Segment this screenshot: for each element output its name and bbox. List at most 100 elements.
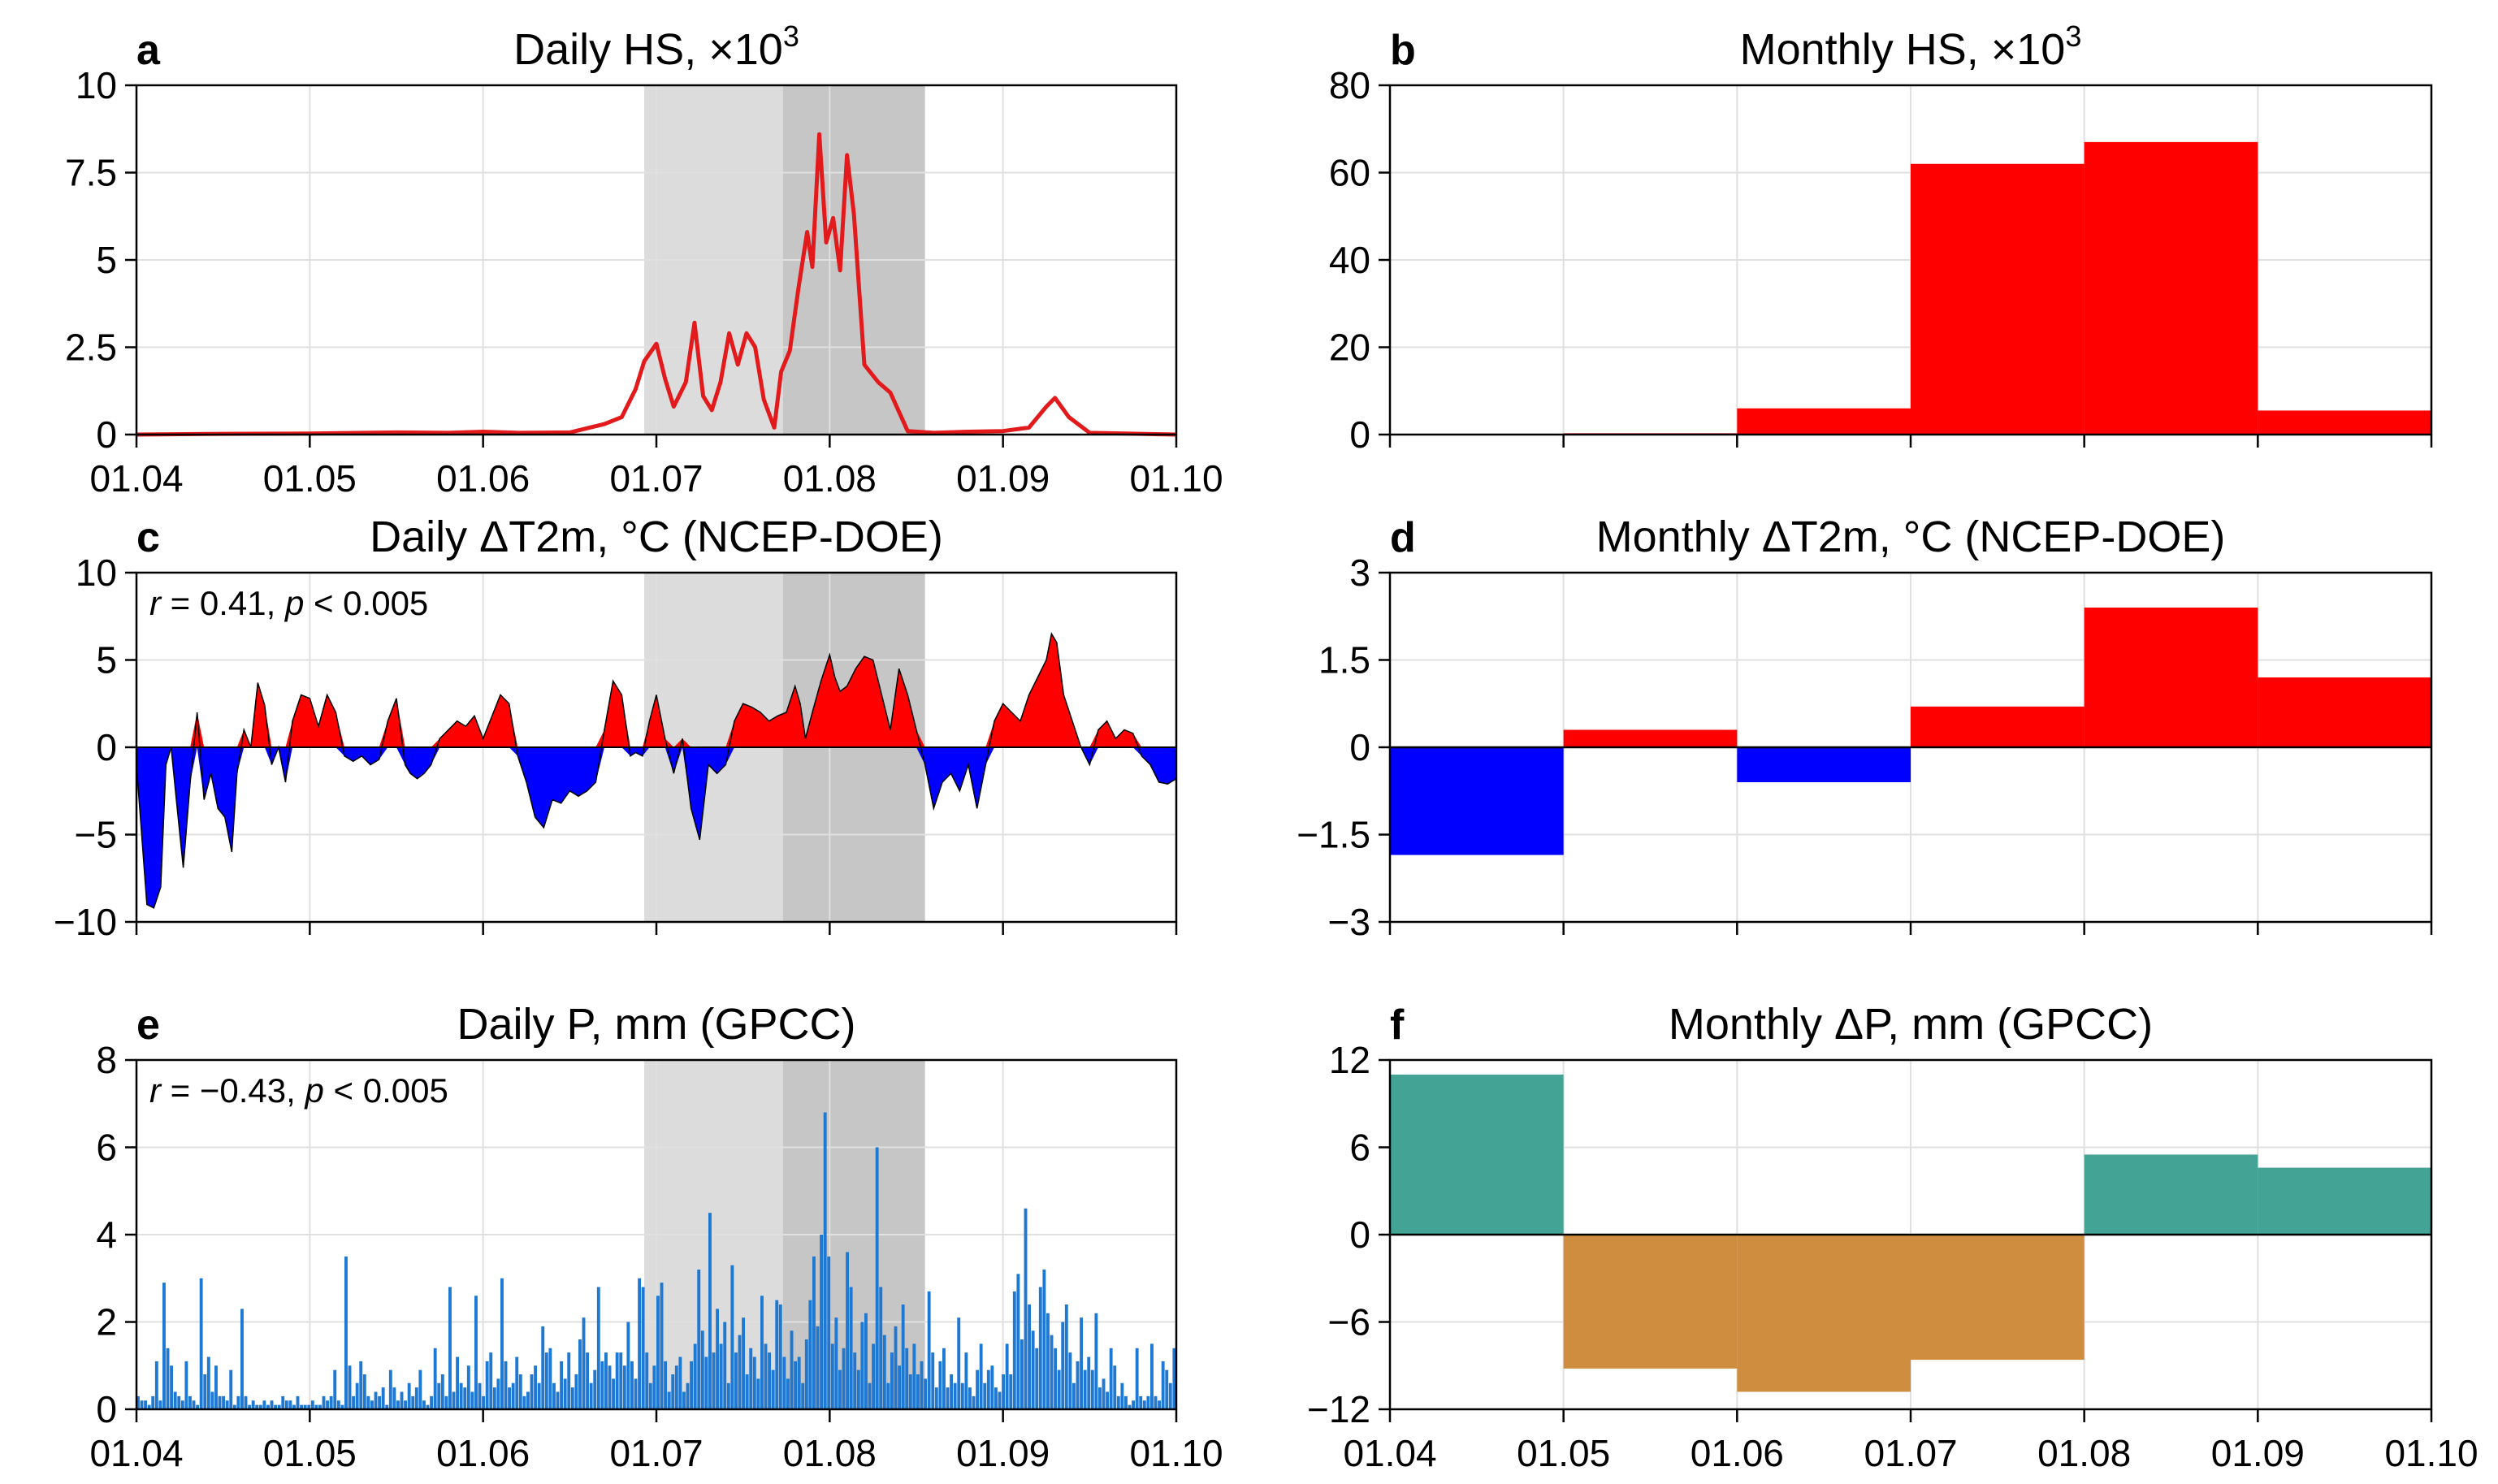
precip-bar (336, 1400, 340, 1409)
precip-bar (1139, 1395, 1143, 1409)
precip-bar (262, 1400, 266, 1409)
precip-bar (1168, 1382, 1172, 1409)
panel-label: f (1390, 1002, 1405, 1049)
panel-c: −10 −5 0 5 10 c Daily ΔT2m, °C (NCEP-DOE) r = 0… (54, 513, 1178, 943)
precip-bar (838, 1369, 842, 1409)
precip-bar (359, 1361, 363, 1409)
panel-b: 0 20 40 60 80 b Monthly HS, ×103 (1329, 19, 2433, 456)
precip-bar (946, 1387, 950, 1409)
precip-bar (905, 1348, 909, 1409)
panel-label: a (136, 27, 161, 74)
monthly-bar (1911, 163, 2085, 435)
precip-bar (180, 1400, 184, 1409)
precip-bar (218, 1395, 222, 1409)
y-tick-label: 0 (1349, 726, 1370, 768)
y-tick-label: 0 (1349, 1214, 1370, 1256)
precip-bar (574, 1374, 578, 1409)
precip-bar (938, 1361, 942, 1409)
precip-bar (738, 1335, 742, 1409)
precip-bar (942, 1348, 946, 1409)
precip-bar (760, 1296, 764, 1409)
x-tick-label: 01.10 (1129, 1432, 1223, 1474)
precip-bar (515, 1356, 519, 1409)
precip-bar (630, 1361, 634, 1409)
precip-bar (782, 1356, 786, 1409)
y-tick-label: 60 (1329, 152, 1370, 194)
precip-bar (804, 1339, 808, 1409)
precip-bar (392, 1387, 396, 1409)
precip-bar (277, 1404, 281, 1409)
precip-bar (830, 1343, 834, 1409)
correlation-annotation: r = −0.43, p < 0.005 (149, 1071, 448, 1110)
panel-title-text: Monthly HS, ×10 (1740, 25, 2066, 74)
precip-bar (426, 1404, 430, 1409)
precip-bar (1172, 1348, 1176, 1409)
precip-bar (697, 1270, 701, 1409)
precip-bar (622, 1365, 626, 1409)
precip-bar (404, 1400, 408, 1409)
precip-bar (236, 1395, 240, 1409)
precip-bar (1142, 1400, 1146, 1409)
precip-bar (719, 1343, 723, 1409)
x-tick-label: 01.08 (2037, 1432, 2131, 1474)
precip-bar (901, 1304, 905, 1409)
precip-bar (860, 1322, 864, 1409)
precip-bar (222, 1395, 226, 1409)
y-tick-label: −3 (1328, 901, 1370, 943)
precip-bar (1150, 1343, 1154, 1409)
precip-bar (1054, 1348, 1058, 1409)
precip-bar (827, 1256, 831, 1409)
precip-bar (340, 1404, 344, 1409)
panel-a: 0 2.5 5 7.5 10 01.04 01.05 01.06 01.07 01.08 01.09… (65, 19, 1223, 500)
precip-bar (310, 1400, 314, 1409)
precip-bar (173, 1391, 177, 1409)
precip-bar (478, 1382, 482, 1409)
monthly-bar (2084, 608, 2258, 747)
precip-bar (641, 1287, 645, 1409)
y-tick-label: 0 (1349, 413, 1370, 456)
precip-bar (1154, 1395, 1158, 1409)
precip-bar (333, 1369, 337, 1409)
y-tick-label: 2.5 (65, 327, 117, 369)
precip-bar (370, 1400, 374, 1409)
monthly-bar (2084, 1154, 2258, 1235)
annotation-part: r (149, 1071, 162, 1110)
precip-bar (1113, 1365, 1117, 1409)
precip-bar (612, 1378, 616, 1409)
precip-bar (808, 1300, 812, 1409)
precip-bar (355, 1382, 359, 1409)
precip-bar (682, 1391, 686, 1409)
panel-e: 0 2 4 6 8 01.04 01.05 01.06 01.07 01.08 01.09 01.10… (89, 1000, 1223, 1474)
precip-bar (300, 1404, 304, 1409)
precip-bar (1132, 1400, 1136, 1409)
precip-bar (704, 1356, 708, 1409)
precip-bar (281, 1395, 285, 1409)
panel-title: Daily P, mm (GPCC) (457, 1000, 855, 1049)
precip-bar (177, 1395, 181, 1409)
precip-bar (1135, 1348, 1139, 1409)
monthly-bar (1737, 408, 1911, 435)
annotation-part: = 0.41, (161, 584, 285, 622)
precip-bar (504, 1361, 508, 1409)
precip-bar (1128, 1404, 1132, 1409)
precip-bar (430, 1395, 434, 1409)
precip-bar (1094, 1313, 1098, 1409)
x-tick-label: 01.05 (1517, 1432, 1610, 1474)
precip-bar (834, 1317, 838, 1409)
precip-bar (255, 1404, 259, 1409)
precip-bar (730, 1265, 734, 1409)
precip-bar (801, 1382, 805, 1409)
precip-bar (1061, 1322, 1065, 1409)
precip-bar (678, 1356, 682, 1409)
precip-bar (567, 1352, 571, 1409)
precip-bar (898, 1365, 902, 1409)
y-tick-label: 0 (96, 1388, 117, 1430)
precip-bar (162, 1283, 166, 1409)
precip-bar (251, 1400, 255, 1409)
monthly-bar (2258, 677, 2431, 747)
panel-label: b (1390, 27, 1416, 74)
precip-bar (794, 1361, 798, 1409)
precip-bar (456, 1356, 460, 1409)
precip-bar (693, 1343, 697, 1409)
precip-bar (931, 1352, 935, 1409)
